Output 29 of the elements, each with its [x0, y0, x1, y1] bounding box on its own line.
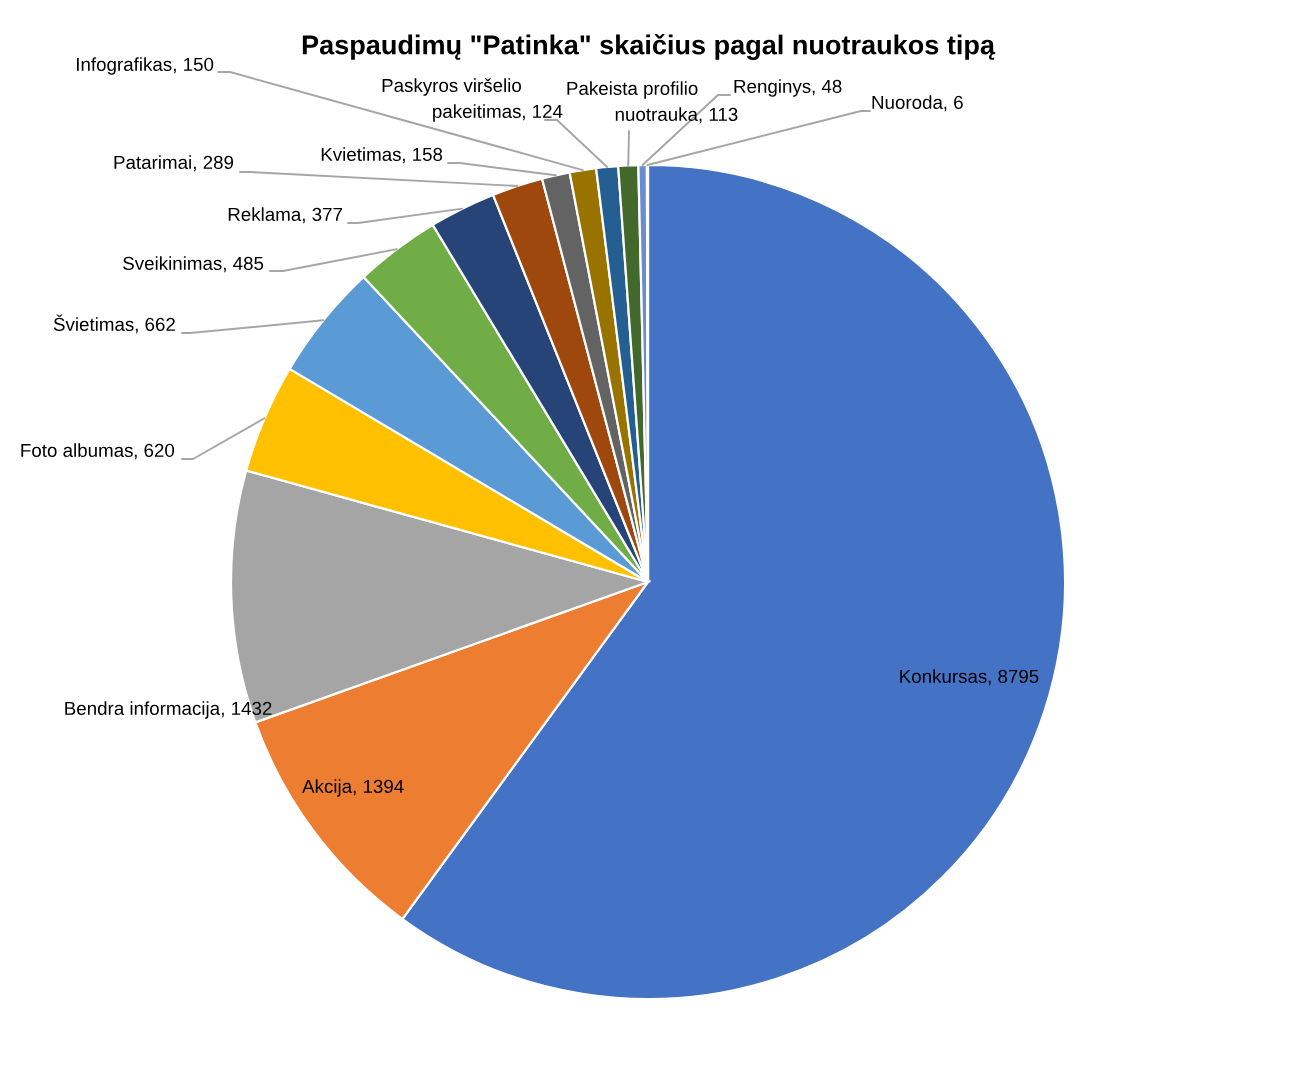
- slice-label: Sveikinimas: [123, 256, 222, 271]
- data-label: , 48: [812, 79, 842, 96]
- data-label: , 485: [223, 256, 264, 273]
- slice-label: Švietimas: [53, 314, 134, 332]
- data-label: , 1432: [221, 701, 272, 718]
- slice-label: Infografikas: [76, 57, 172, 75]
- slice-label: Bendra informacija: [65, 701, 221, 719]
- slice-label: Nuoroda: [872, 95, 943, 110]
- data-label: , 150: [173, 57, 214, 74]
- slice-label: Paskyros viršelio pakeitimas: [382, 78, 521, 122]
- data-label: , 8795: [988, 669, 1039, 686]
- data-label: , 158: [402, 147, 443, 164]
- data-label: , 289: [193, 155, 234, 172]
- slice-label: Akcija: [302, 779, 353, 797]
- slice-label: Kvietimas: [321, 147, 401, 162]
- data-label: , 1394: [353, 779, 404, 796]
- data-label: , 662: [135, 317, 175, 334]
- slice-label: Konkursas: [900, 669, 987, 684]
- chart-title: Paspaudimų "Patinka" skaičius pagal nuotraukos tipą: [302, 34, 996, 60]
- data-label: , 620: [134, 443, 175, 460]
- slice-label: Renginys: [734, 79, 811, 97]
- slice-label: Reklama: [228, 207, 302, 222]
- data-label: , 377: [302, 207, 343, 224]
- slice-label: Patarimai: [114, 155, 191, 170]
- slice-label: Foto albumas: [21, 443, 133, 458]
- data-label: , 113: [699, 107, 738, 124]
- data-label: , 124: [522, 104, 563, 121]
- slice-label: Pakeista profilio nuotrauka: [567, 81, 698, 122]
- data-label: , 6: [944, 95, 963, 112]
